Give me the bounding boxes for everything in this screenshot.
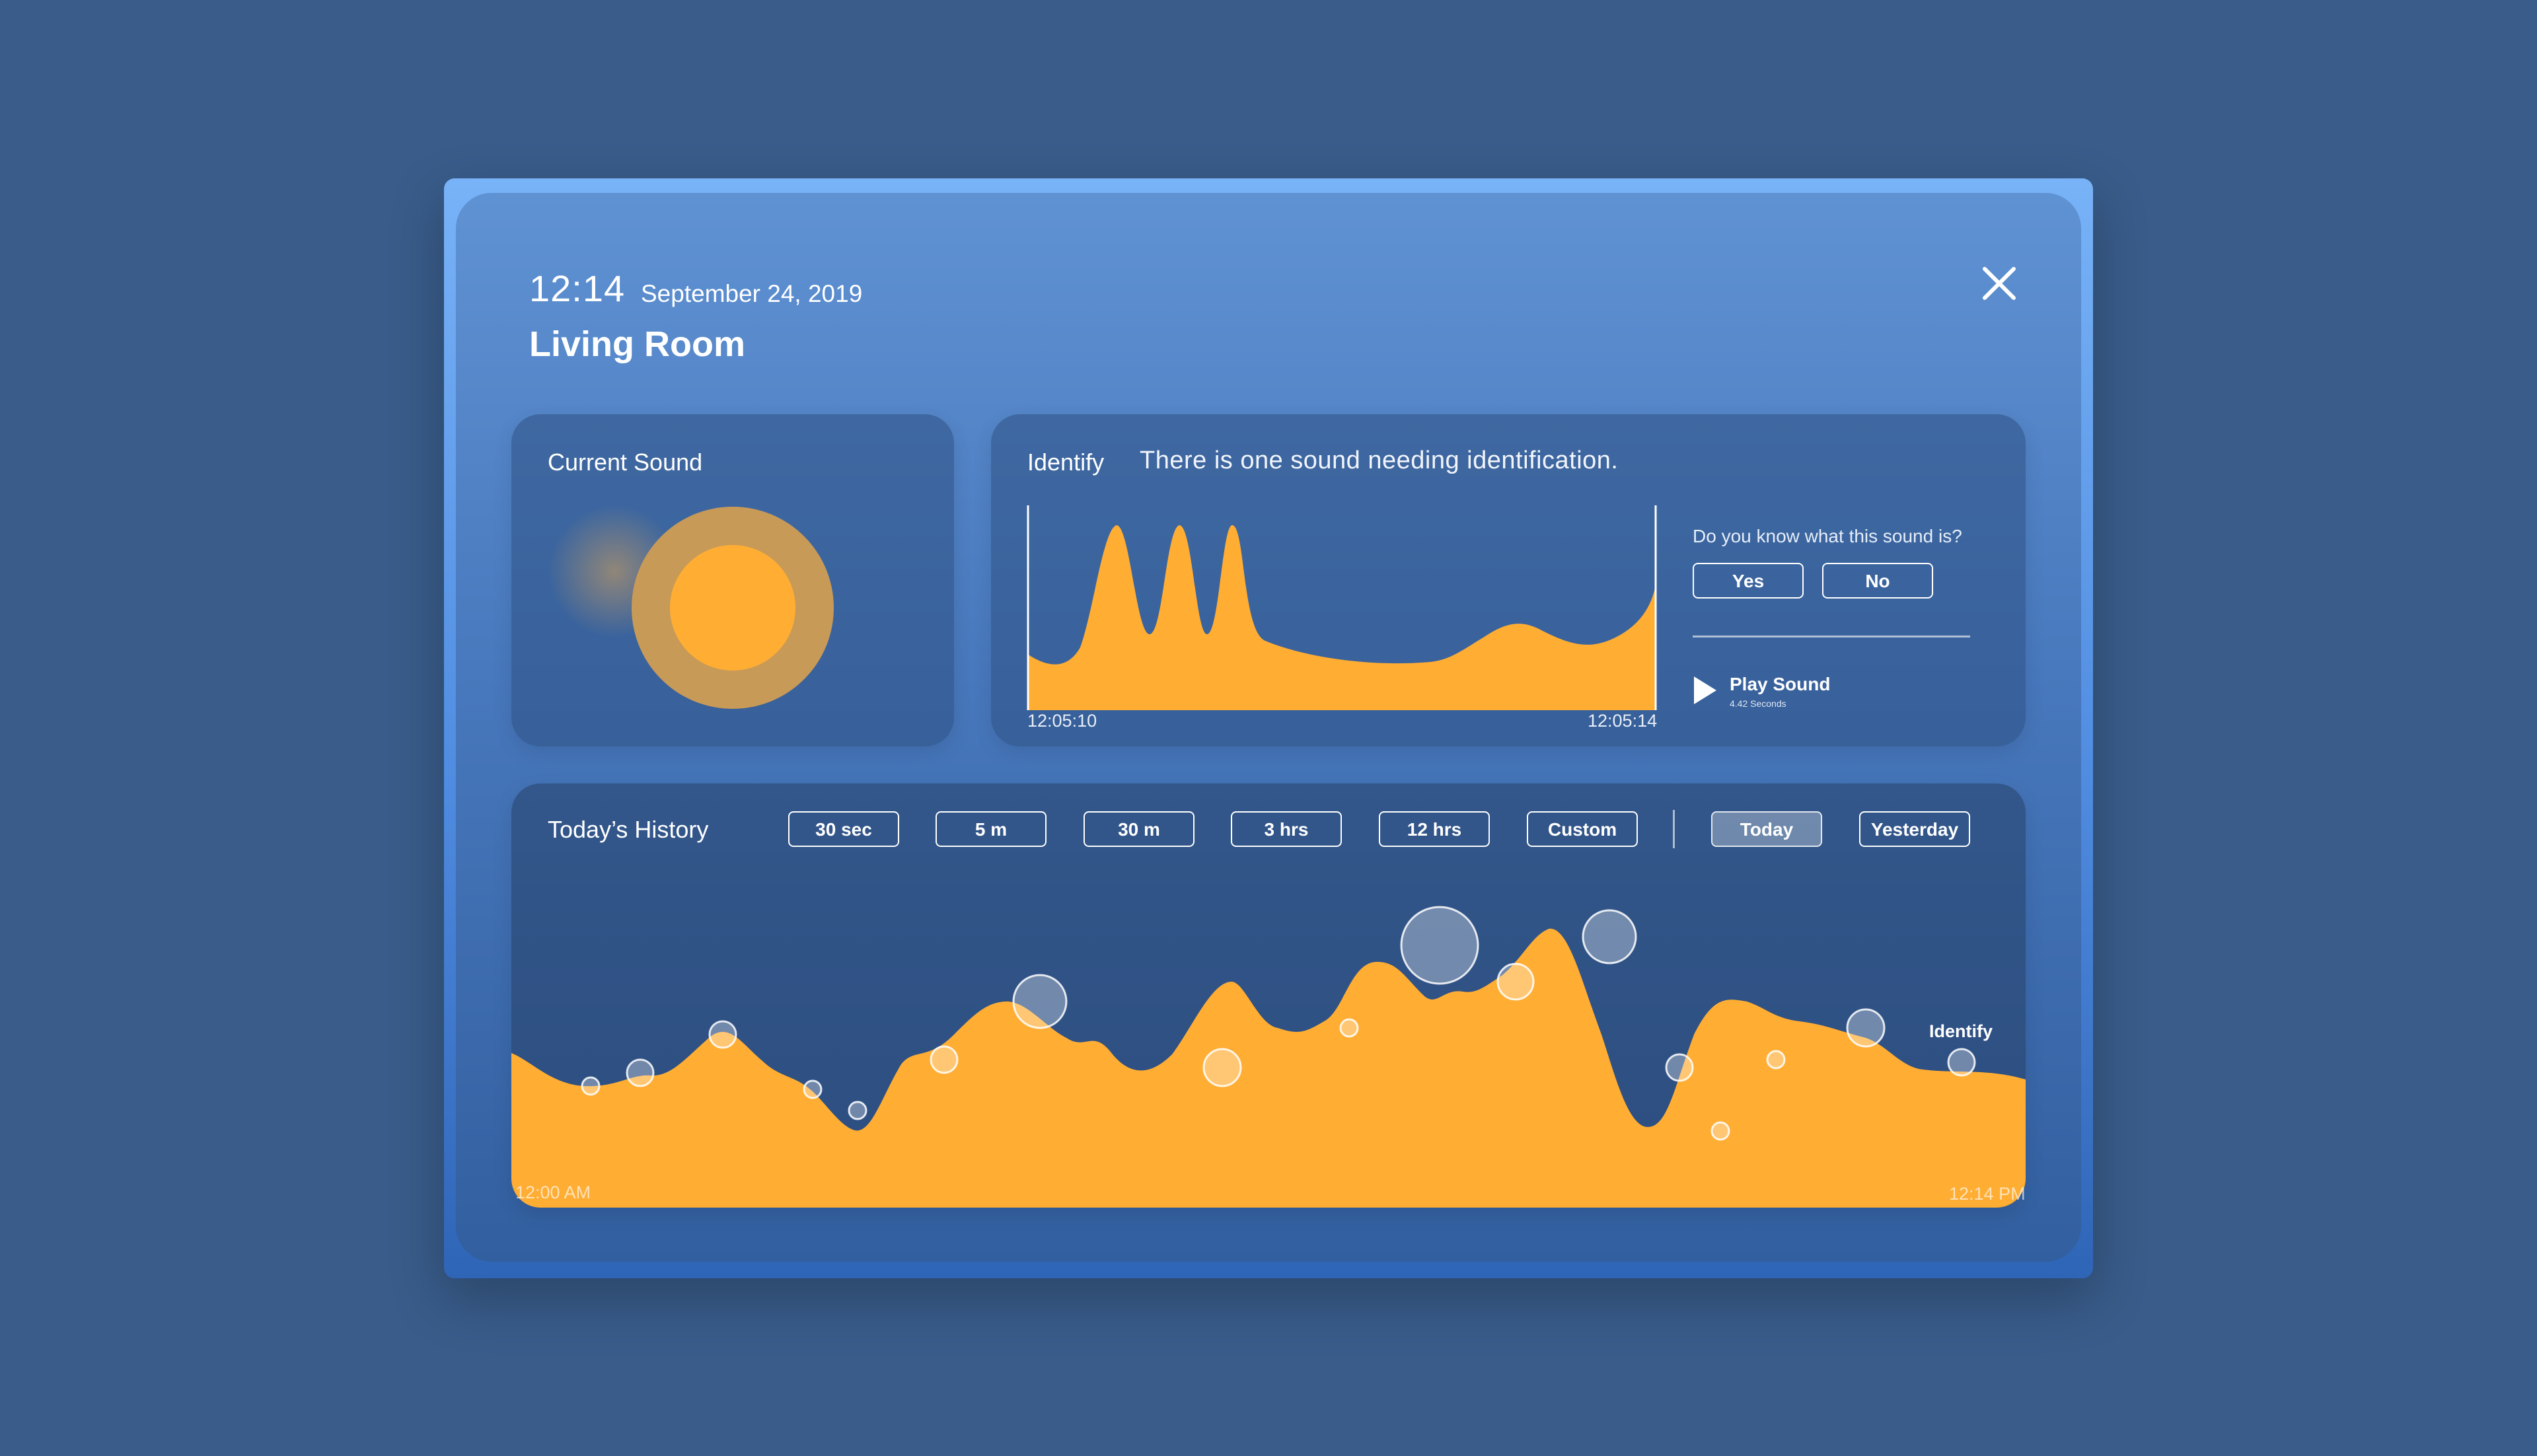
history-chart	[511, 906, 2026, 1208]
range-custom[interactable]: Custom	[1527, 811, 1638, 847]
current-sound-title: Current Sound	[548, 449, 703, 476]
yes-button[interactable]: Yes	[1693, 563, 1804, 599]
current-time: 12:14	[529, 268, 626, 309]
play-duration: 4.42 Seconds	[1730, 698, 1786, 709]
history-event	[1012, 974, 1068, 1029]
range-12-hrs[interactable]: 12 hrs	[1379, 811, 1490, 847]
history-event	[1665, 1053, 1694, 1082]
history-card	[511, 783, 2026, 1208]
history-event	[1947, 1048, 1976, 1077]
history-area	[511, 928, 2026, 1208]
range-30-sec[interactable]: 30 sec	[788, 811, 899, 847]
identify-message: There is one sound needing identificatio…	[1140, 447, 1619, 474]
history-event	[1710, 1121, 1730, 1141]
history-event	[1400, 906, 1479, 985]
no-button[interactable]: No	[1822, 563, 1933, 599]
identify-question: Do you know what this sound is?	[1693, 526, 1962, 546]
identify-start-time: 12:05:10	[1027, 711, 1097, 731]
play-icon[interactable]	[1693, 675, 1718, 706]
identify-end-time: 12:05:14	[1588, 711, 1658, 731]
history-event	[581, 1076, 601, 1096]
history-event	[1846, 1008, 1886, 1048]
range-5-m[interactable]: 5 m	[936, 811, 1047, 847]
history-event	[1496, 963, 1535, 1001]
history-event	[626, 1058, 655, 1087]
history-event	[708, 1020, 737, 1049]
identify-waveform	[1027, 505, 1657, 710]
day-yesterday[interactable]: Yesterday	[1859, 811, 1970, 847]
history-end-time: 12:14 PM	[1949, 1184, 2026, 1204]
history-event	[848, 1101, 867, 1120]
identify-wave-area	[1027, 525, 1656, 710]
history-title: Today’s History	[548, 816, 709, 843]
range-30-m[interactable]: 30 m	[1084, 811, 1195, 847]
range-3-hrs[interactable]: 3 hrs	[1231, 811, 1342, 847]
history-event	[1202, 1048, 1242, 1087]
current-sound-visual	[548, 505, 834, 709]
identify-divider	[1693, 636, 1970, 637]
current-date: September 24, 2019	[641, 280, 863, 307]
history-event	[930, 1045, 959, 1074]
history-event	[803, 1079, 823, 1099]
sound-core	[670, 545, 795, 671]
history-event	[1766, 1050, 1786, 1070]
identify-title: Identify	[1027, 449, 1105, 476]
range-separator	[1673, 810, 1675, 848]
play-sound-button[interactable]: Play Sound	[1730, 674, 1831, 694]
room-title: Living Room	[529, 324, 745, 364]
day-today[interactable]: Today	[1711, 811, 1822, 847]
history-event	[1582, 909, 1637, 965]
history-identify-tag[interactable]: Identify	[1929, 1021, 1993, 1041]
close-icon	[1983, 267, 2016, 300]
history-start-time: 12:00 AM	[515, 1183, 591, 1202]
history-event	[1339, 1018, 1359, 1038]
close-button[interactable]	[1975, 263, 2024, 307]
